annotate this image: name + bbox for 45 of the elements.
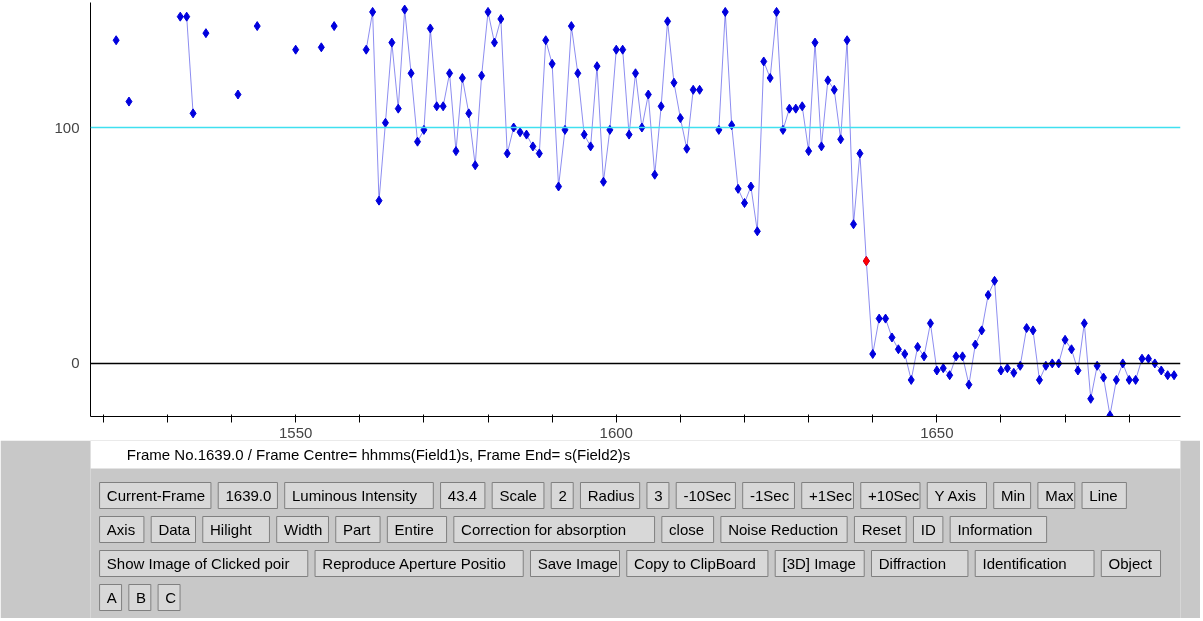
text: Object [1108,555,1153,572]
text: C [165,589,177,606]
text: Reset [861,521,902,538]
x-tick-label: 1650 [920,423,954,441]
text: Entire [394,521,434,538]
x-tick-label: 1550 [278,423,313,441]
text: 1639.0 [225,486,272,504]
text: Line [1089,487,1118,504]
text: 3 [654,486,663,504]
text: B [136,589,147,606]
text: Reproduce Aperture Positio [322,555,506,572]
text: close [669,521,705,538]
y-tick-label: 0 [71,354,80,372]
text: Copy to ClipBoard [634,555,756,572]
text: +10Sec [868,487,920,504]
text: Save Image [537,555,618,572]
text: Diffraction [878,555,947,572]
text: A [106,589,117,606]
text: Axis [106,521,136,538]
text: 43.4 [447,486,478,504]
text: Width [283,521,323,538]
text: -10Sec [683,487,732,504]
text: Scale [499,487,537,504]
text: Frame No.1639.0 / Frame Centre= hhmms(Field1)s, Frame End= s(Field2)s [126,446,631,463]
text: Max [1045,487,1074,504]
text: Min [1001,487,1026,504]
text: Correction for absorption [461,521,627,538]
text: Noise Reduction [728,521,839,538]
text: Current-Frame [106,487,206,504]
text: Show Image of Clicked poir [106,555,290,572]
text: Luminous Intensity [291,487,418,504]
text: Radius [587,487,635,504]
text: Hilight [210,521,253,538]
text: Y Axis [934,487,976,504]
text: [3D] Image [782,555,856,572]
text: Data [158,521,191,538]
text: Part [343,521,372,538]
text: ID [920,521,936,538]
text: 2 [558,486,567,504]
y-tick-label: 100 [54,118,80,136]
text: Identification [982,555,1067,572]
text: +1Sec [808,487,853,504]
text: Information [957,521,1033,538]
x-tick-label: 1600 [599,423,633,441]
text: -1Sec [749,487,790,504]
